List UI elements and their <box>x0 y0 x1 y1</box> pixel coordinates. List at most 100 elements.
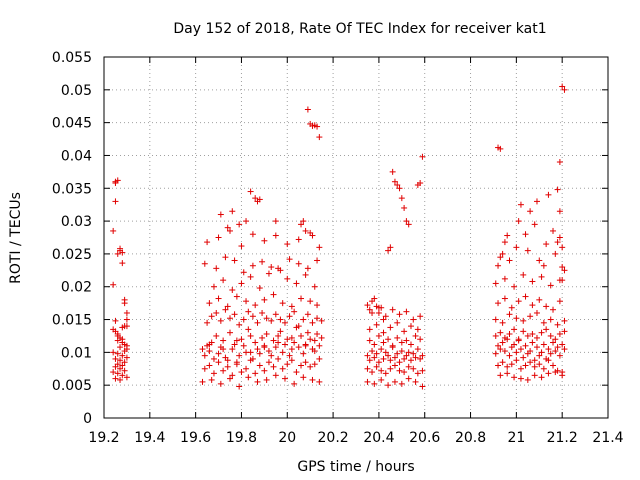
data-point <box>527 208 534 215</box>
data-point <box>371 380 378 387</box>
data-point <box>231 311 238 318</box>
data-point <box>284 275 291 282</box>
data-point <box>414 326 421 333</box>
data-point <box>121 348 128 355</box>
data-point <box>401 204 408 211</box>
data-point <box>304 311 311 318</box>
data-point <box>543 303 550 310</box>
data-point <box>302 359 309 366</box>
data-point <box>527 313 534 320</box>
data-point <box>295 344 302 351</box>
data-point <box>220 346 227 353</box>
x-tick-label: 21.4 <box>592 430 623 446</box>
data-point <box>506 330 513 337</box>
data-point <box>559 277 566 284</box>
data-point <box>284 361 291 368</box>
data-point <box>272 372 279 379</box>
data-point <box>369 369 376 376</box>
data-point <box>501 239 508 246</box>
data-point <box>536 296 543 303</box>
data-point <box>304 329 311 336</box>
data-point <box>309 232 316 239</box>
data-point <box>405 375 412 382</box>
data-point <box>213 309 220 316</box>
data-point <box>112 375 119 382</box>
data-point <box>110 227 117 234</box>
data-point <box>295 323 302 330</box>
data-point <box>561 317 568 324</box>
data-point <box>407 357 414 364</box>
data-point <box>236 383 243 390</box>
data-point <box>213 265 220 272</box>
data-point <box>236 352 243 359</box>
data-point <box>110 349 117 356</box>
data-point <box>123 374 130 381</box>
data-point <box>369 348 376 355</box>
data-point <box>515 218 522 225</box>
data-point <box>550 362 557 369</box>
data-point <box>121 300 128 307</box>
data-point <box>366 337 373 344</box>
data-point <box>559 244 566 251</box>
data-point <box>501 348 508 355</box>
data-point <box>238 336 245 343</box>
data-point <box>224 303 231 310</box>
data-point <box>540 341 547 348</box>
data-point <box>284 336 291 343</box>
x-tick-labels: 19.2 19.4 19.6 19.8 20 20.2 20.4 20.6 20.8 21 21.2… <box>88 430 623 446</box>
data-point <box>259 309 266 316</box>
data-point <box>275 332 282 339</box>
data-point <box>405 363 412 370</box>
data-point <box>364 352 371 359</box>
data-point <box>224 224 231 231</box>
data-point <box>265 359 272 366</box>
data-point <box>375 332 382 339</box>
data-point <box>556 159 563 166</box>
data-point <box>247 273 254 280</box>
data-point <box>536 257 543 264</box>
data-point <box>302 342 309 349</box>
data-point <box>380 339 387 346</box>
data-point <box>543 241 550 248</box>
data-point <box>501 275 508 282</box>
data-point <box>311 337 318 344</box>
data-point <box>256 350 263 357</box>
data-point <box>497 145 504 152</box>
data-point <box>552 369 559 376</box>
data-point <box>511 283 518 290</box>
data-point <box>208 313 215 320</box>
data-point <box>410 365 417 372</box>
data-point <box>117 344 124 351</box>
data-point <box>396 311 403 318</box>
data-point <box>119 362 126 369</box>
data-point <box>391 354 398 361</box>
data-point <box>252 195 259 202</box>
data-point <box>208 376 215 383</box>
data-point <box>382 370 389 377</box>
data-point <box>499 250 506 257</box>
data-point <box>261 237 268 244</box>
data-point <box>391 378 398 385</box>
data-point <box>364 302 371 309</box>
data-point <box>391 362 398 369</box>
data-point <box>389 168 396 175</box>
x-axis-label: GPS time / hours <box>297 459 414 475</box>
x-tick-label: 20.8 <box>455 430 486 446</box>
data-point <box>554 239 561 246</box>
data-point <box>492 332 499 339</box>
data-point <box>261 367 268 374</box>
data-point <box>545 370 552 377</box>
data-point <box>259 334 266 341</box>
data-point <box>279 300 286 307</box>
data-point <box>538 273 545 280</box>
data-point <box>373 321 380 328</box>
data-point <box>387 324 394 331</box>
data-points <box>110 83 568 390</box>
data-point <box>533 334 540 341</box>
data-point <box>552 336 559 343</box>
data-point <box>501 295 508 302</box>
data-point <box>279 365 286 372</box>
data-point <box>398 195 405 202</box>
data-point <box>417 355 424 362</box>
data-point <box>201 260 208 267</box>
